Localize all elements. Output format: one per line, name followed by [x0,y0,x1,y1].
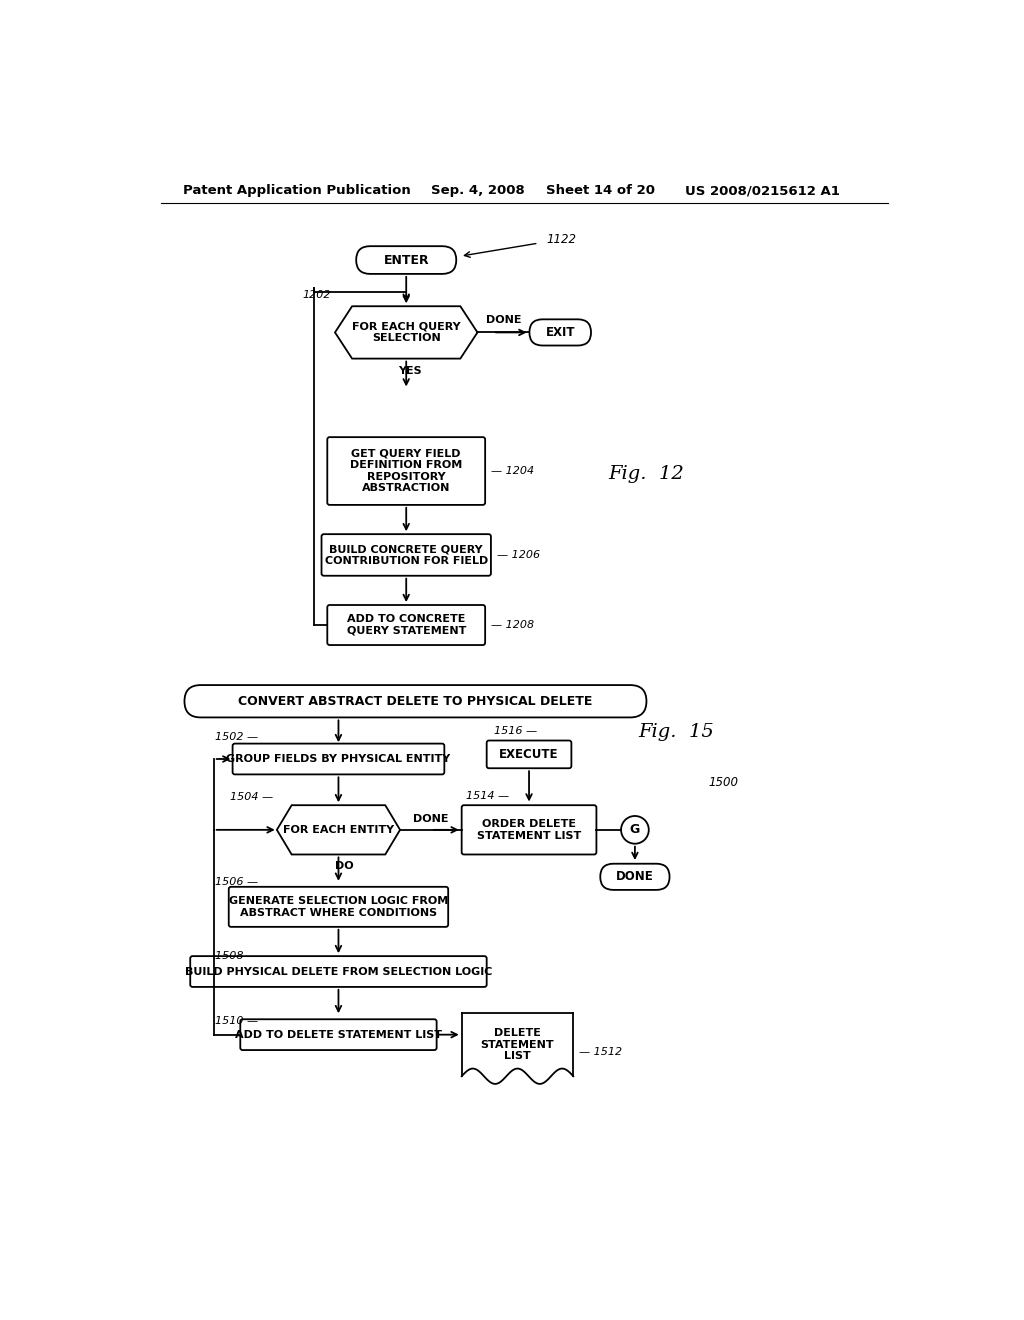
Text: 1514 —: 1514 — [466,791,509,801]
FancyBboxPatch shape [190,956,486,987]
Text: — 1512: — 1512 [580,1047,623,1056]
Polygon shape [335,306,477,359]
Text: DELETE
STATEMENT
LIST: DELETE STATEMENT LIST [480,1028,554,1061]
FancyBboxPatch shape [328,437,485,506]
FancyBboxPatch shape [241,1019,436,1051]
Text: GROUP FIELDS BY PHYSICAL ENTITY: GROUP FIELDS BY PHYSICAL ENTITY [226,754,451,764]
Text: DONE: DONE [413,813,449,824]
Text: US 2008/0215612 A1: US 2008/0215612 A1 [685,185,840,197]
Text: ADD TO DELETE STATEMENT LIST: ADD TO DELETE STATEMENT LIST [234,1030,442,1040]
Text: — 1206: — 1206 [497,550,541,560]
Text: 1122: 1122 [547,232,577,246]
Text: DO: DO [335,861,354,871]
Text: EXECUTE: EXECUTE [500,748,559,760]
Text: BUILD CONCRETE QUERY
CONTRIBUTION FOR FIELD: BUILD CONCRETE QUERY CONTRIBUTION FOR FI… [325,544,487,566]
Text: ADD TO CONCRETE
QUERY STATEMENT: ADD TO CONCRETE QUERY STATEMENT [346,614,466,636]
Text: 1202: 1202 [303,289,331,300]
Text: CONVERT ABSTRACT DELETE TO PHYSICAL DELETE: CONVERT ABSTRACT DELETE TO PHYSICAL DELE… [239,694,593,708]
Text: — 1204: — 1204 [492,466,535,477]
FancyBboxPatch shape [328,605,485,645]
Text: YES: YES [398,367,422,376]
Text: 1510 —: 1510 — [215,1016,258,1026]
FancyBboxPatch shape [228,887,449,927]
Text: 1508 —: 1508 — [215,952,258,961]
FancyBboxPatch shape [600,863,670,890]
Text: — 1208: — 1208 [492,620,535,630]
Text: DONE: DONE [616,870,653,883]
Text: G: G [630,824,640,837]
Text: ORDER DELETE
STATEMENT LIST: ORDER DELETE STATEMENT LIST [477,818,582,841]
Text: Fig.  15: Fig. 15 [639,723,715,741]
Text: BUILD PHYSICAL DELETE FROM SELECTION LOGIC: BUILD PHYSICAL DELETE FROM SELECTION LOG… [184,966,493,977]
Text: 1502 —: 1502 — [215,731,258,742]
Text: FOR EACH ENTITY: FOR EACH ENTITY [283,825,394,834]
Text: ENTER: ENTER [383,253,429,267]
Text: 1516 —: 1516 — [495,726,538,737]
Text: Fig.  12: Fig. 12 [608,465,684,483]
Text: GENERATE SELECTION LOGIC FROM
ABSTRACT WHERE CONDITIONS: GENERATE SELECTION LOGIC FROM ABSTRACT W… [228,896,449,917]
FancyBboxPatch shape [232,743,444,775]
Text: FOR EACH QUERY
SELECTION: FOR EACH QUERY SELECTION [352,322,461,343]
FancyBboxPatch shape [322,535,490,576]
FancyBboxPatch shape [462,805,596,854]
Text: EXIT: EXIT [546,326,574,339]
Text: 1506 —: 1506 — [215,878,258,887]
Text: Patent Application Publication: Patent Application Publication [183,185,411,197]
Text: 1500: 1500 [708,776,738,788]
Text: Sheet 14 of 20: Sheet 14 of 20 [547,185,655,197]
Circle shape [621,816,649,843]
FancyBboxPatch shape [184,685,646,718]
FancyBboxPatch shape [529,319,591,346]
Text: GET QUERY FIELD
DEFINITION FROM
REPOSITORY
ABSTRACTION: GET QUERY FIELD DEFINITION FROM REPOSITO… [350,449,463,494]
Text: 1504 —: 1504 — [229,792,273,803]
FancyBboxPatch shape [356,246,457,275]
FancyBboxPatch shape [486,741,571,768]
Text: DONE: DONE [485,314,521,325]
Text: Sep. 4, 2008: Sep. 4, 2008 [431,185,524,197]
Polygon shape [276,805,400,854]
